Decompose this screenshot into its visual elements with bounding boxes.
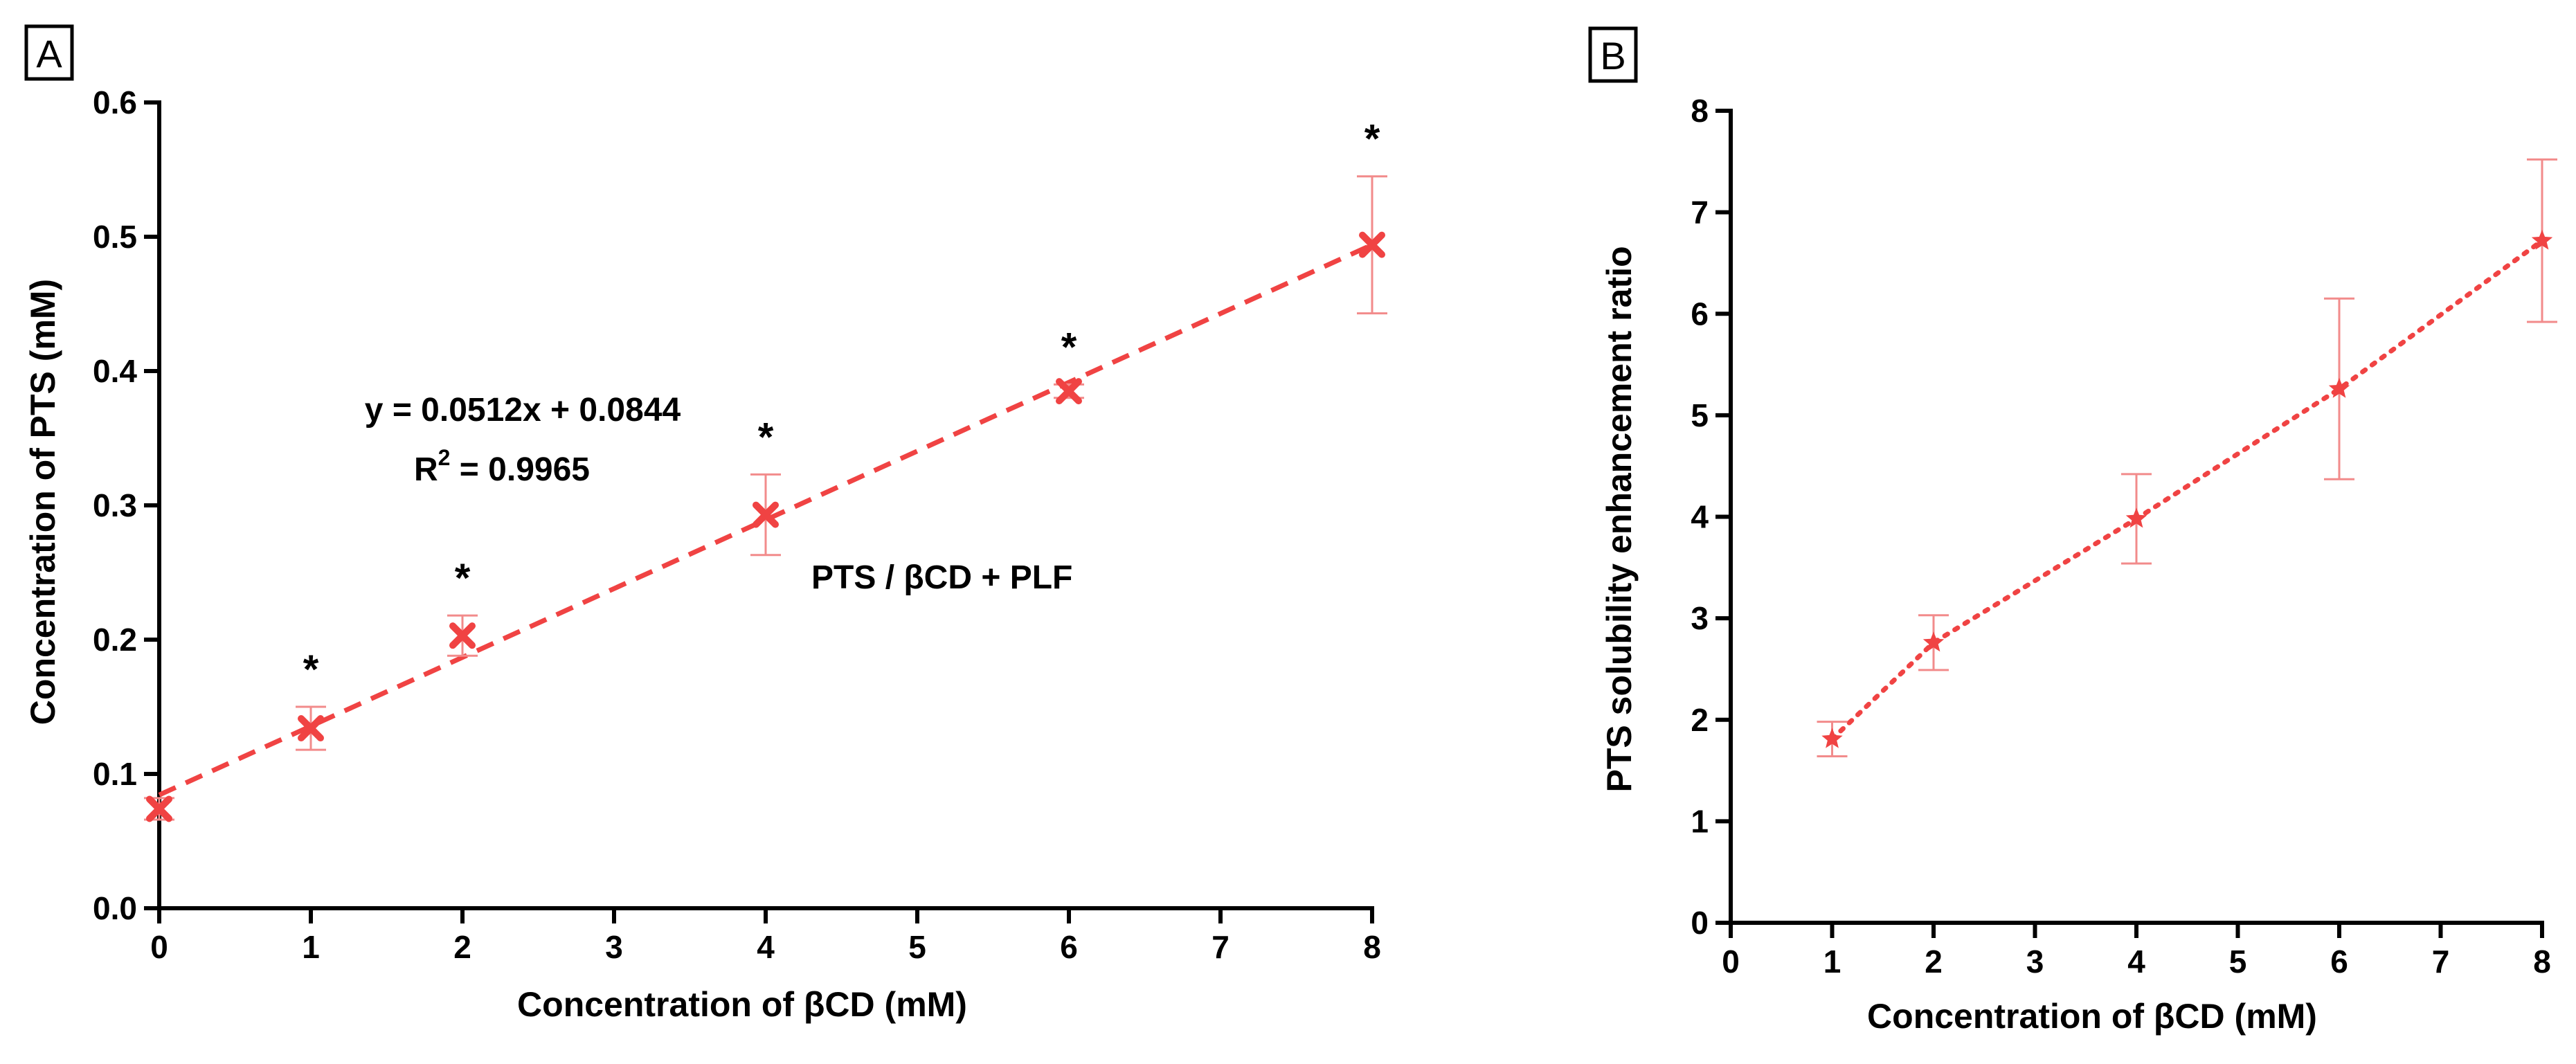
chart-a-x-tick-label: 0	[150, 929, 168, 965]
chart-a-y-axis-label: Concentration of PTS (mM)	[24, 279, 62, 725]
chart-a-y-tick-label: 0.3	[93, 487, 137, 523]
chart-a-equation: y = 0.0512x + 0.0844	[365, 392, 681, 429]
chart-b-x-tick-label: 2	[1925, 944, 1943, 980]
chart-a-r2: R2 = 0.9965	[414, 445, 590, 488]
chart-b-data-point	[1922, 631, 1945, 652]
chart-a-fit-line	[158, 242, 1373, 797]
chart-b-fit-line	[1830, 238, 2545, 742]
panel-b-label-box	[1588, 26, 1638, 83]
chart-a-data-point-stroke	[146, 795, 172, 822]
chart-b-marks: 0 1 2 3 4 5 6 7 8 0 1 2 3 4 5 6 7 8	[1691, 93, 2557, 980]
chart-a-data-point	[1359, 231, 1385, 258]
panel-b-letter: B	[1600, 34, 1625, 78]
chart-a-x-tick-label: 6	[1060, 929, 1078, 965]
chart-a-y-tick-label: 0.5	[93, 219, 137, 255]
chart-b-y-tick-label: 3	[1691, 600, 1709, 636]
chart-a-significance-mark: *	[1364, 117, 1380, 162]
chart-a-y-tick-label: 0.2	[93, 622, 137, 658]
chart-a-significance-mark: *	[758, 415, 774, 460]
chart-a-x-tick-label: 8	[1363, 929, 1381, 965]
chart-a-x-axis-label: Concentration of βCD (mM)	[517, 985, 967, 1024]
chart-a-y-tick-label: 0.0	[93, 890, 137, 926]
chart-b-y-tick-label: 2	[1691, 702, 1709, 738]
chart-a-data-point-stroke	[753, 501, 779, 528]
chart-a-x-tick-label: 3	[605, 929, 623, 965]
chart-b-y-tick-label: 4	[1691, 499, 1709, 535]
chart-b-y-tick-label: 5	[1691, 397, 1709, 433]
chart-a-series-label: PTS / βCD + PLF	[811, 559, 1072, 596]
chart-b-data-point	[2531, 229, 2553, 250]
chart-b-y-tick-label: 8	[1691, 93, 1709, 129]
chart-b-data-point	[2328, 377, 2350, 398]
panel-a-label-box	[24, 24, 74, 81]
chart-b-x-tick-label: 0	[1722, 944, 1740, 980]
chart-b-y-tick-label: 7	[1691, 195, 1709, 231]
chart-b-x-axis-label: Concentration of βCD (mM)	[1867, 997, 2317, 1036]
chart-b-data-point	[1821, 728, 1843, 748]
chart-a-data-point-stroke	[1359, 231, 1385, 258]
chart-a-data-point-stroke	[1056, 378, 1082, 405]
chart-a-y-tick-label: 0.4	[93, 353, 137, 389]
chart-a-data-point	[449, 622, 476, 649]
chart-a-r2-value: = 0.9965	[450, 451, 590, 488]
chart-a-data-point	[1056, 378, 1082, 405]
chart-b-x-tick-label: 5	[2229, 944, 2247, 980]
chart-b-x-tick-label: 3	[2026, 944, 2044, 980]
chart-a: 0 1 2 3 4 5 6 7 8 0.0 0.1 0.2 0.3 0.4 0.5 0.6 * * * * * y = …	[24, 84, 1387, 1024]
chart-a-significance-mark: *	[303, 647, 319, 692]
chart-a-significance-mark: *	[1061, 325, 1077, 370]
chart-a-x-tick-label: 5	[908, 929, 926, 965]
chart-a-data-point	[146, 795, 172, 822]
chart-b: 0 1 2 3 4 5 6 7 8 0 1 2 3 4 5 6 7 8 Concentration of βCD …	[1600, 93, 2557, 1036]
chart-a-significance-mark: *	[455, 556, 471, 601]
chart-b-y-tick-label: 1	[1691, 803, 1709, 839]
chart-b-x-tick-label: 8	[2533, 944, 2551, 980]
chart-a-data-point-stroke	[449, 622, 476, 649]
chart-b-x-tick-label: 6	[2330, 944, 2348, 980]
chart-b-y-tick-label: 6	[1691, 296, 1709, 332]
chart-a-r2-sup: 2	[438, 445, 451, 470]
panel-b-label: B	[1588, 26, 1638, 83]
chart-b-data-point	[2125, 507, 2147, 528]
chart-a-x-tick-label: 7	[1212, 929, 1230, 965]
chart-b-x-tick-label: 1	[1823, 944, 1841, 980]
panel-a-letter: A	[36, 32, 62, 75]
chart-b-x-tick-label: 4	[2127, 944, 2145, 980]
chart-a-data-point	[753, 501, 779, 528]
chart-b-y-tick-label: 0	[1691, 905, 1709, 941]
chart-b-x-tick-label: 7	[2432, 944, 2450, 980]
chart-a-x-tick-label: 1	[302, 929, 320, 965]
chart-a-data-point	[298, 715, 324, 742]
chart-a-y-tick-label: 0.1	[93, 756, 137, 792]
chart-b-y-axis-label: PTS solubility enhancement ratio	[1600, 246, 1639, 792]
panel-a-label: A	[24, 24, 74, 81]
chart-a-marks: 0 1 2 3 4 5 6 7 8 0.0 0.1 0.2 0.3 0.4 0.5 0.6 * * * * *	[93, 84, 1387, 965]
chart-a-x-tick-label: 4	[757, 929, 775, 965]
chart-a-y-tick-label: 0.6	[93, 84, 137, 120]
chart-a-x-tick-label: 2	[453, 929, 471, 965]
chart-a-data-point-stroke	[298, 715, 324, 742]
chart-a-r2-label: R	[414, 451, 438, 488]
